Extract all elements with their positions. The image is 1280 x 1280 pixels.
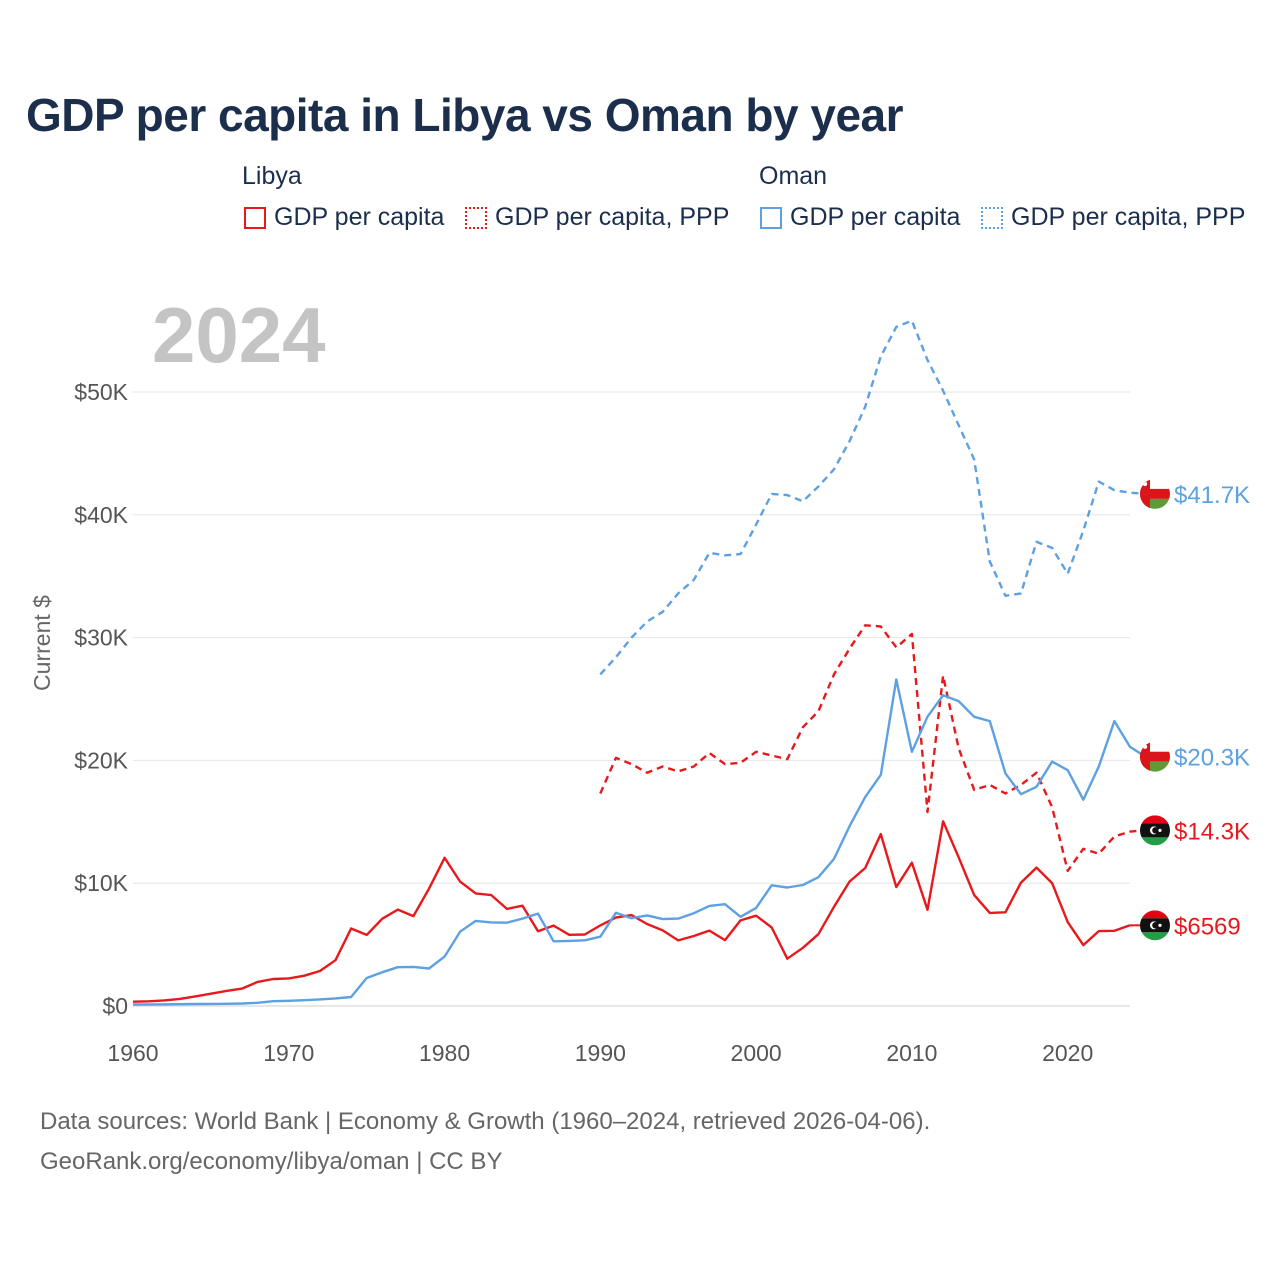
series-line-oman-gdp-per-capita[interactable] bbox=[132, 678, 1147, 1006]
oman-flag-icon bbox=[1140, 478, 1170, 509]
legend-group-libya: Libya bbox=[242, 162, 302, 190]
libya-flag-icon bbox=[1140, 910, 1170, 941]
x-tick-label: 1960 bbox=[107, 1040, 158, 1066]
footer-sources: Data sources: World Bank | Economy & Gro… bbox=[40, 1108, 931, 1135]
series-line-libya-gdp-per-capita[interactable] bbox=[132, 820, 1131, 1003]
y-tick-label: $0 bbox=[102, 993, 128, 1019]
end-value-label: $20.3K bbox=[1174, 745, 1250, 772]
y-tick-label: $40K bbox=[74, 502, 128, 528]
legend-item-oman-ppp[interactable]: GDP per capita, PPP bbox=[981, 203, 1245, 232]
end-value-label: $41.7K bbox=[1174, 482, 1250, 509]
end-value-label: $6569 bbox=[1174, 913, 1241, 940]
x-tick-label: 2020 bbox=[1042, 1040, 1093, 1066]
legend-swatch-solid-icon bbox=[244, 206, 266, 229]
series-line-libya-gdp-per-capita-ppp[interactable] bbox=[599, 624, 1146, 873]
y-tick-label: $20K bbox=[74, 747, 128, 773]
legend-swatch-dotted-icon bbox=[981, 206, 1003, 229]
year-watermark: 2024 bbox=[152, 291, 326, 379]
x-tick-label: 2010 bbox=[886, 1040, 937, 1066]
libya-flag-icon bbox=[1140, 815, 1170, 846]
legend-label: GDP per capita, PPP bbox=[495, 203, 730, 231]
y-tick-label: $50K bbox=[74, 379, 128, 405]
y-tick-label: $30K bbox=[74, 625, 128, 651]
legend-swatch-dotted-icon bbox=[465, 206, 487, 229]
legend-label: GDP per capita bbox=[274, 203, 445, 231]
legend-item-oman-gdp[interactable]: GDP per capita bbox=[760, 203, 960, 232]
chart-title: GDP per capita in Libya vs Oman by year bbox=[26, 89, 904, 141]
oman-flag-icon bbox=[1140, 741, 1170, 772]
x-tick-label: 1990 bbox=[575, 1040, 626, 1066]
legend-label: GDP per capita bbox=[790, 203, 961, 231]
footer-attribution: GeoRank.org/economy/libya/oman | CC BY bbox=[40, 1148, 503, 1175]
end-value-label: $14.3K bbox=[1174, 818, 1250, 845]
x-tick-label: 1980 bbox=[419, 1040, 470, 1066]
legend-label: GDP per capita, PPP bbox=[1011, 203, 1246, 231]
series-line-oman-gdp-per-capita-ppp[interactable] bbox=[599, 319, 1146, 676]
legend-item-libya-ppp[interactable]: GDP per capita, PPP bbox=[465, 203, 729, 232]
legend-item-libya-gdp[interactable]: GDP per capita bbox=[244, 203, 444, 232]
y-axis-title: Current $ bbox=[29, 595, 55, 691]
x-tick-label: 2000 bbox=[731, 1040, 782, 1066]
legend-swatch-solid-icon bbox=[760, 206, 782, 229]
y-tick-label: $10K bbox=[74, 870, 128, 896]
legend-group-oman: Oman bbox=[759, 162, 828, 190]
x-tick-label: 1970 bbox=[263, 1040, 314, 1066]
